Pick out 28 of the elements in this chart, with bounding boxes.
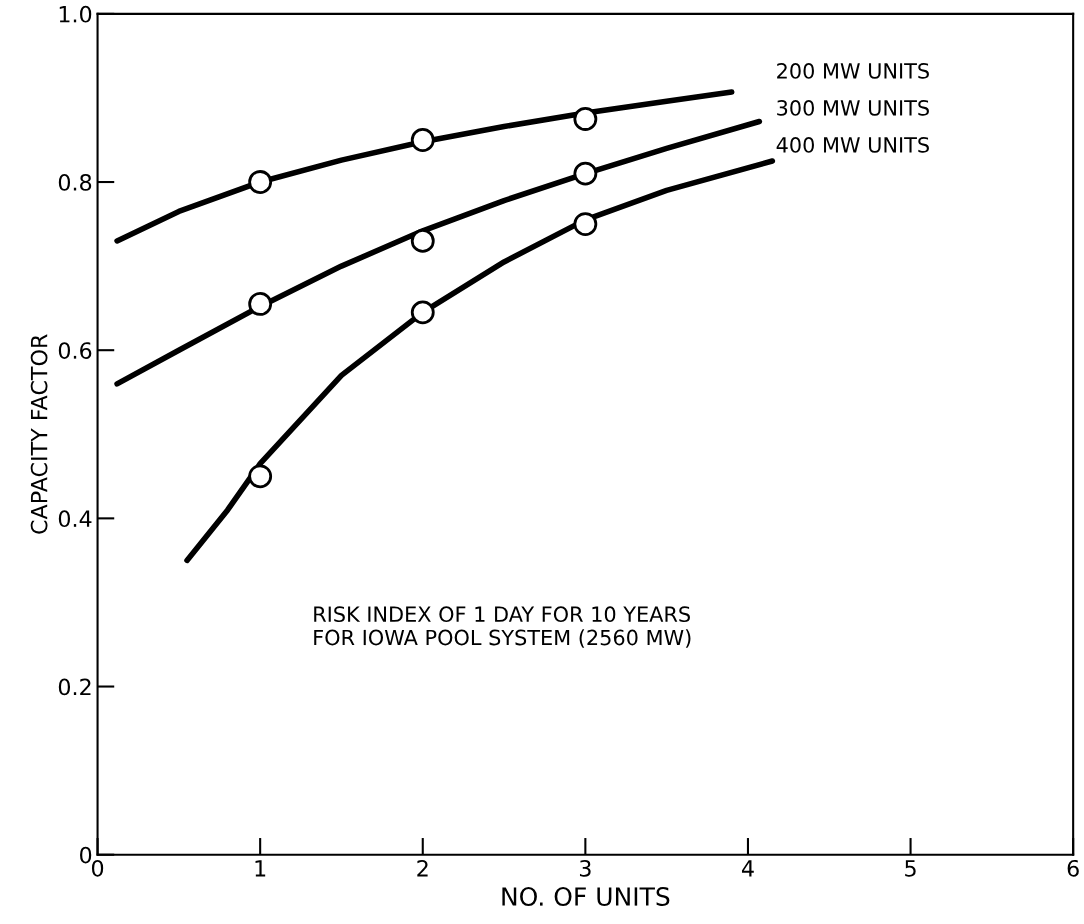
x-tick-label: 1 [255, 860, 266, 877]
y-tick-label: 0.2 [58, 678, 91, 696]
annotation: RISK INDEX OF 1 DAY FOR 10 YEARS FOR IOWA POOL SYSTEM (2560 MW) [314, 606, 691, 648]
point [410, 300, 435, 325]
point [573, 161, 598, 186]
y-tick-label: 1.0 [59, 5, 92, 23]
text: 200 MW UNITS [777, 63, 929, 79]
x-axis-title: NO. OF UNITS [502, 887, 670, 906]
x-tick-label: 0 [91, 859, 104, 877]
x-tick-label: 5 [905, 860, 916, 877]
series-label: 400 MW UNITS [776, 137, 929, 153]
point [410, 228, 435, 253]
point [248, 464, 273, 489]
x-tick-label: 4 [741, 860, 754, 877]
y-tick-label: 0 [80, 846, 92, 864]
y-tick-label: 0.6 [58, 342, 92, 359]
point [573, 212, 598, 236]
y-tick-label: 0.8 [58, 173, 92, 191]
series-label: 300 MW UNITS [777, 100, 929, 116]
x-tick-label: 6 [1067, 859, 1079, 877]
x-tick-label: 3 [579, 859, 591, 877]
y-tick-label: 0.4 [58, 510, 92, 528]
point [248, 292, 273, 316]
y-axis-title: CAPACITY FACTOR [30, 334, 48, 534]
x-tick-label: 2 [417, 859, 428, 877]
point [410, 128, 435, 152]
point [248, 170, 273, 194]
point [573, 107, 598, 131]
